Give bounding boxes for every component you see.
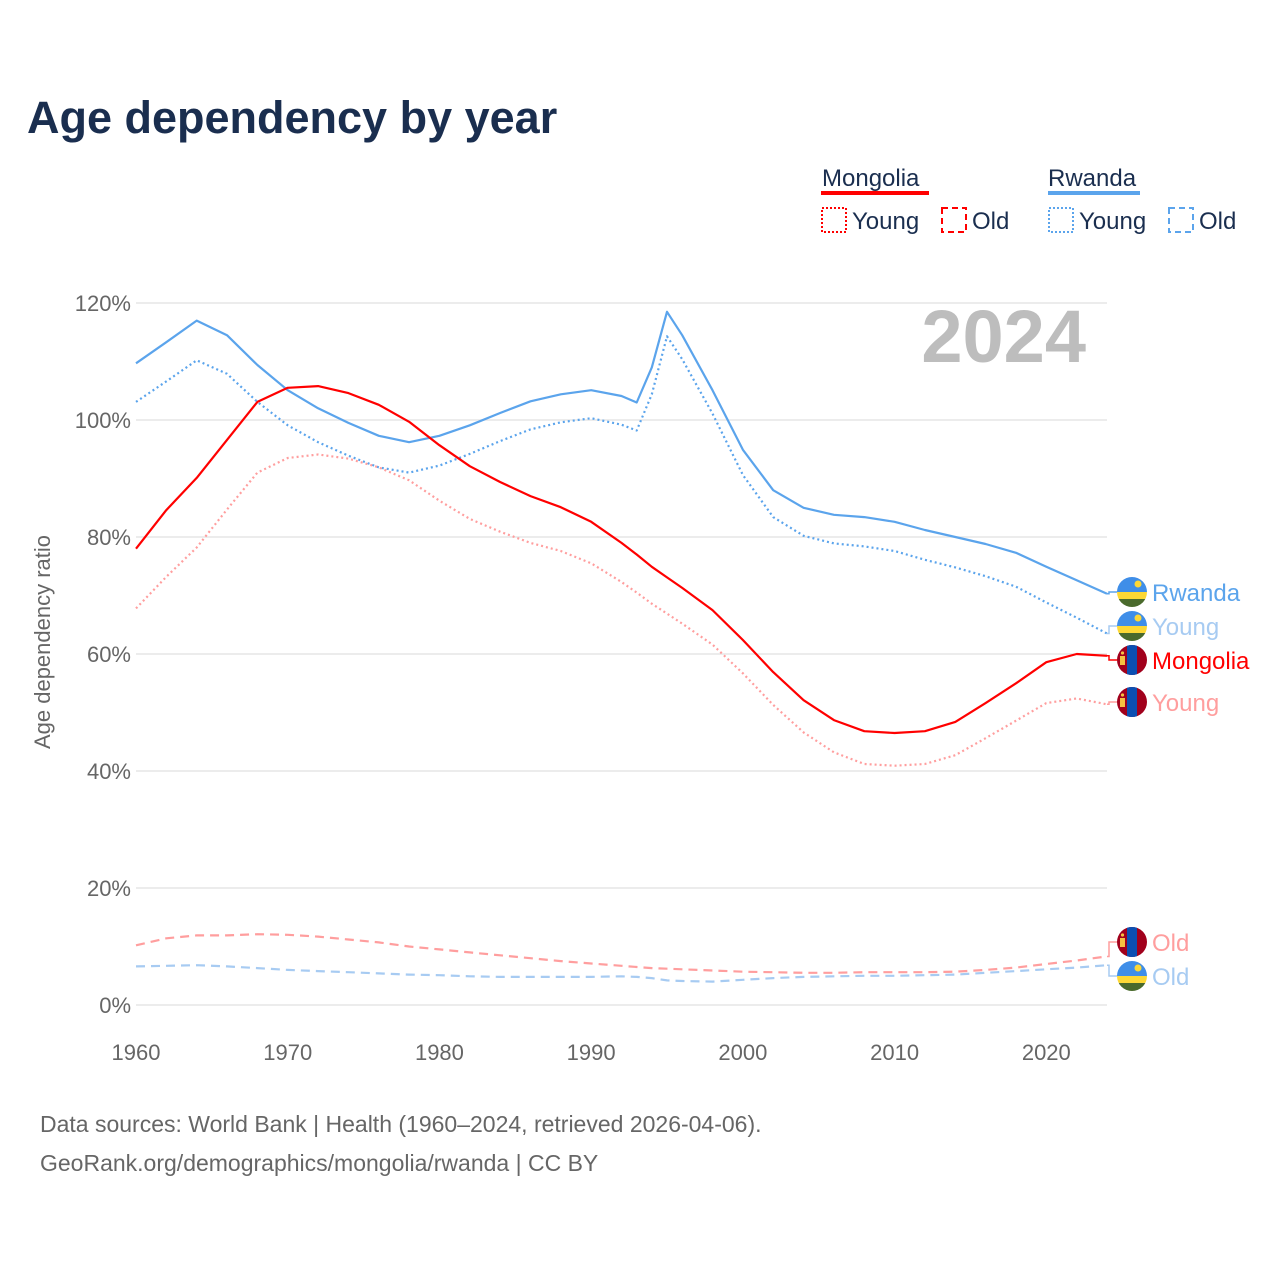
x-tick-label: 1960 [112, 1040, 161, 1065]
y-tick-label: 80% [87, 525, 131, 550]
x-tick-label: 2000 [718, 1040, 767, 1065]
end-label: Mongolia [1152, 648, 1250, 675]
end-label: Young [1152, 690, 1219, 717]
label-connector [1107, 941, 1117, 958]
rwanda-flag-icon [1117, 577, 1147, 607]
y-tick-label: 60% [87, 642, 131, 667]
legend-mongolia-old-swatch [941, 207, 967, 233]
legend-rwanda-old-swatch [1168, 207, 1194, 233]
label-connector [1107, 625, 1117, 635]
end-label: Old [1152, 930, 1189, 957]
legend-rwanda-old: Old [1199, 208, 1236, 235]
legend-mongolia-young: Young [852, 208, 919, 235]
legend-rwanda-young: Young [1079, 208, 1146, 235]
legend: Mongolia Young Old Rwanda Young Old [821, 165, 1236, 235]
mongolia-flag-icon [1117, 687, 1147, 717]
series-line-rwanda [135, 310, 1108, 595]
end-labels: Rwanda Young Mongolia Young Old Old [1107, 577, 1250, 991]
y-tick-label: 20% [87, 876, 131, 901]
end-label: Young [1152, 614, 1219, 641]
x-tick-label: 1970 [263, 1040, 312, 1065]
x-tick-label: 1990 [567, 1040, 616, 1065]
chart-title: Age dependency by year [27, 92, 557, 143]
end-label: Old [1152, 964, 1189, 991]
series-line-rwanda-old [135, 964, 1108, 983]
y-tick-label: 100% [75, 408, 131, 433]
x-tick-label: 2020 [1022, 1040, 1071, 1065]
legend-mongolia-young-swatch [821, 207, 847, 233]
label-connector [1107, 655, 1117, 661]
legend-group-rwanda: Rwanda [1048, 165, 1137, 192]
gridlines [136, 302, 1107, 1006]
series-line-mongolia-young [135, 453, 1108, 767]
source-note: Data sources: World Bank | Health (1960–… [40, 1111, 762, 1137]
label-connector [1107, 591, 1117, 595]
legend-rwanda-young-swatch [1048, 207, 1074, 233]
series-line-mongolia-old [135, 933, 1108, 974]
credit-link[interactable]: GeoRank.org/demographics/mongolia/rwanda… [40, 1150, 598, 1176]
label-connector [1107, 701, 1117, 706]
x-tick-label: 1980 [415, 1040, 464, 1065]
y-tick-label: 120% [75, 291, 131, 316]
x-tick-label: 2010 [870, 1040, 919, 1065]
mongolia-flag-icon [1117, 927, 1147, 957]
legend-group-mongolia: Mongolia [822, 165, 920, 192]
rwanda-flag-icon [1117, 611, 1147, 641]
y-tick-label: 0% [99, 993, 131, 1018]
y-axis-label: Age dependency ratio [30, 535, 55, 749]
current-year-label: 2024 [921, 295, 1086, 378]
legend-mongolia-swatch [821, 191, 929, 195]
series-line-mongolia [135, 385, 1108, 735]
y-tick-label: 40% [87, 759, 131, 784]
mongolia-flag-icon [1117, 645, 1147, 675]
series-line-rwanda-young [135, 335, 1108, 635]
x-axis-ticks: 1960 1970 1980 1990 2000 2010 2020 [112, 1040, 1071, 1065]
rwanda-flag-icon [1117, 961, 1147, 991]
legend-rwanda-swatch [1048, 191, 1140, 195]
legend-mongolia-old: Old [972, 208, 1009, 235]
end-label: Rwanda [1152, 580, 1241, 607]
y-axis-ticks: 0% 20% 40% 60% 80% 100% 120% [75, 291, 131, 1018]
label-connector [1107, 964, 1117, 977]
series-lines [135, 310, 1108, 983]
